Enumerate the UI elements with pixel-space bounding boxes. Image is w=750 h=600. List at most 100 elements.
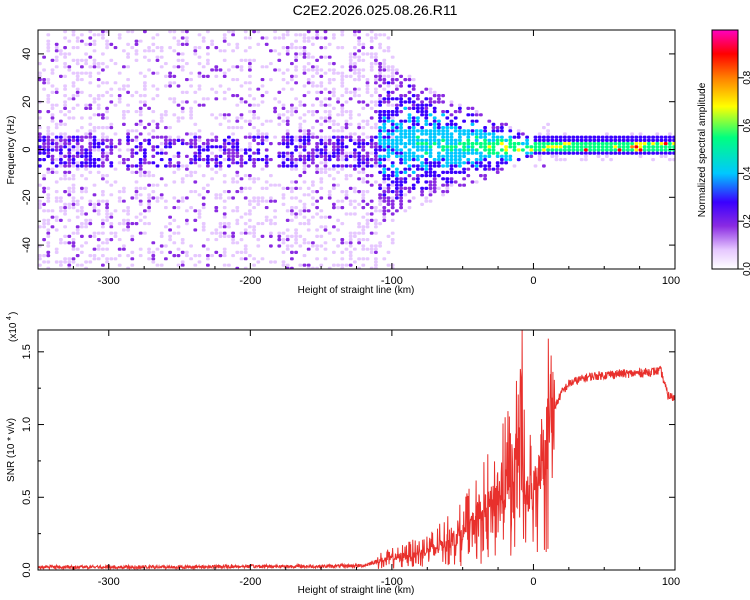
heatmap-cell (113, 170, 118, 174)
heatmap-cell (201, 231, 206, 235)
heatmap-cell (185, 231, 189, 235)
heatmap-cell (206, 167, 210, 171)
heatmap-cell (395, 138, 399, 142)
heatmap-cell (441, 132, 445, 136)
heatmap-cell (437, 164, 441, 168)
heatmap-cell (155, 254, 160, 258)
heatmap-cell (164, 238, 168, 242)
heatmap-cell (336, 154, 340, 158)
heatmap-cell (67, 116, 72, 120)
heatmap-cell (138, 145, 143, 149)
heatmap-cell (365, 52, 370, 56)
heatmap-cell (378, 68, 382, 72)
heatmap-cell (336, 122, 340, 126)
heatmap-cell (571, 151, 576, 155)
heatmap-cell (357, 33, 361, 37)
heatmap-cell (80, 126, 84, 130)
heatmap-cell (54, 247, 59, 251)
heatmap-cell (54, 81, 59, 85)
heatmap-cell (151, 55, 156, 59)
heatmap-cell (155, 193, 160, 197)
heatmap-cell (71, 97, 76, 101)
heatmap-cell (386, 49, 391, 53)
heatmap-cell (252, 234, 256, 238)
heatmap-cell (533, 148, 538, 152)
heatmap-cell (302, 180, 307, 184)
heatmap-cell (117, 190, 122, 194)
heatmap-cell (105, 215, 109, 219)
heatmap-cell (348, 158, 353, 162)
heatmap-cell (487, 167, 492, 171)
heatmap-cell (92, 212, 97, 216)
heatmap-cell (155, 126, 160, 130)
heatmap-cell (302, 119, 307, 123)
heatmap-cell (38, 116, 42, 120)
heatmap-cell (105, 145, 109, 149)
heatmap-cell (239, 247, 244, 251)
heatmap-cell (306, 97, 311, 101)
heatmap-cell (327, 55, 332, 59)
heatmap-cell (88, 158, 93, 162)
heatmap-cell (500, 154, 504, 158)
heatmap-cell (155, 33, 160, 37)
heatmap-cell (231, 119, 235, 123)
heatmap-cell (151, 196, 156, 200)
heatmap-cell (416, 103, 420, 107)
heatmap-cell (302, 135, 307, 139)
heatmap-cell (399, 138, 403, 142)
heatmap-cell (105, 180, 109, 184)
heatmap-cell (92, 97, 97, 101)
heatmap-cell (180, 55, 185, 59)
heatmap-cell (243, 36, 248, 40)
snr-y-tick-label: 1.0 (21, 417, 33, 432)
heatmap-cell (319, 177, 324, 181)
heatmap-cell (67, 202, 72, 206)
heatmap-cell (147, 42, 151, 46)
heatmap-cell (319, 234, 324, 238)
heatmap-cell (348, 238, 353, 242)
heatmap-cell (248, 154, 252, 158)
heatmap-cell (479, 158, 483, 162)
heatmap-cell (88, 244, 93, 248)
heatmap-cell (189, 148, 193, 152)
heatmap-cell (185, 78, 189, 82)
heatmap-cell (260, 49, 265, 53)
heatmap-cell (138, 138, 143, 142)
heatmap-cell (88, 164, 93, 168)
heatmap-cell (361, 42, 366, 46)
heatmap-cell (84, 161, 88, 165)
heatmap-cell (197, 193, 202, 197)
heatmap-cell (138, 225, 143, 229)
heatmap-cell (508, 129, 513, 133)
heatmap-cell (193, 167, 198, 171)
heatmap-cell (273, 183, 277, 187)
heatmap-cell (315, 228, 319, 232)
heatmap-cell (243, 116, 248, 120)
heatmap-cell (323, 170, 328, 174)
heatmap-cell (512, 148, 517, 152)
heatmap-cell (80, 206, 84, 210)
heatmap-cell (248, 158, 252, 162)
heatmap-cell (96, 209, 101, 213)
heatmap-cell (424, 138, 429, 142)
heatmap-cell (399, 110, 403, 114)
heatmap-cell (222, 244, 227, 248)
heatmap-cell (147, 87, 151, 91)
heatmap-cell (243, 186, 248, 190)
heatmap-cell (222, 158, 227, 162)
heatmap-cell (117, 206, 122, 210)
heatmap-cell (634, 148, 639, 152)
heatmap-cell (222, 84, 227, 88)
heatmap-cell (554, 142, 559, 146)
heatmap-cell (159, 244, 164, 248)
heatmap-cell (437, 158, 441, 162)
heatmap-cell (374, 71, 378, 75)
heatmap-cell (193, 126, 198, 130)
heatmap-cell (168, 164, 172, 168)
heatmap-cell (46, 138, 51, 142)
heatmap-cell (126, 142, 130, 146)
heatmap-cell (84, 212, 88, 216)
heatmap-cell (315, 190, 319, 194)
heatmap-cell (441, 177, 445, 181)
heatmap-cell (185, 97, 189, 101)
